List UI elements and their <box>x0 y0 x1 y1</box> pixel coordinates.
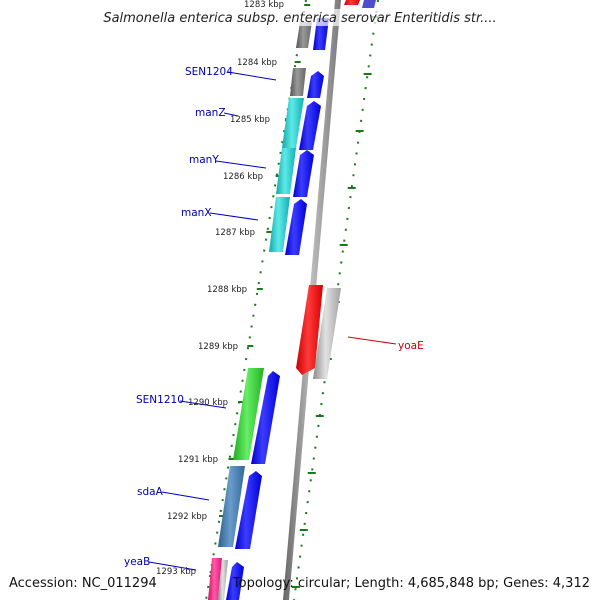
tick-label: 1293 kbp <box>156 567 196 577</box>
leader-yoae <box>347 336 397 345</box>
tick-label: 1289 kbp <box>198 342 238 352</box>
gene-label-sdaa[interactable]: sdaA <box>137 486 164 498</box>
gene-label-manz[interactable]: manZ <box>195 107 226 119</box>
gene-manz-arrow <box>299 101 321 150</box>
gene-manx-box <box>269 197 290 252</box>
gene-label-sen1204[interactable]: SEN1204 <box>185 66 233 78</box>
tick-label: 1285 kbp <box>230 115 270 125</box>
genome-summary-text: Topology: circular; Length: 4,685,848 bp… <box>232 576 590 591</box>
gene-manx-arrow <box>285 199 307 255</box>
leader-many <box>215 160 267 169</box>
gene-sen1204-arrow <box>307 71 324 98</box>
gene-sen1204-box <box>290 68 306 96</box>
gene-features <box>208 0 376 600</box>
gene-label-yoae[interactable]: yoaE <box>398 340 424 352</box>
tick-label: 1290 kbp <box>188 398 228 408</box>
inner-scale-line <box>205 0 307 600</box>
tick-labels: 1283 kbp 1284 kbp 1285 kbp 1286 kbp 1287… <box>156 0 284 577</box>
tick-label: 1292 kbp <box>167 512 207 522</box>
leader-sdaa <box>161 491 210 501</box>
gene-label-sen1210[interactable]: SEN1210 <box>136 394 184 406</box>
gene-manz-box <box>282 98 304 148</box>
tick-label: 1287 kbp <box>215 228 255 238</box>
title-backdrop <box>95 9 505 26</box>
gene-label-manx[interactable]: manX <box>181 207 212 219</box>
gene-sen1210-arrow <box>251 371 280 464</box>
gene-sen1210-box <box>233 368 264 460</box>
leader-manz <box>223 112 239 117</box>
tick-label: 1288 kbp <box>207 285 247 295</box>
accession-text: Accession: NC_011294 <box>9 576 157 591</box>
tick-label: 1291 kbp <box>178 455 218 465</box>
leader-manx <box>209 212 259 221</box>
label-leaders <box>148 71 397 571</box>
gene-yeab-gray <box>218 560 228 600</box>
gene-top-reverse <box>344 0 360 5</box>
gene-many-arrow <box>293 150 314 197</box>
tick-label: 1286 kbp <box>223 172 263 182</box>
gene-gray-1 <box>296 22 312 48</box>
gene-label-yeab[interactable]: yeaB <box>124 556 150 568</box>
gene-yeab-arrow <box>226 562 244 600</box>
outer-scale-line <box>293 0 379 600</box>
gene-red-reverse <box>296 285 323 375</box>
gene-labels: SEN1204 manZ manY manX yoaE SEN1210 sdaA… <box>124 66 424 568</box>
gene-sdaa-box <box>218 466 245 547</box>
tick-label: 1283 kbp <box>244 0 284 10</box>
map-title: Salmonella enterica subsp. enterica sero… <box>103 11 496 26</box>
gene-yeab-box <box>208 558 222 600</box>
gene-label-many[interactable]: manY <box>189 154 219 166</box>
leader-sen1204 <box>227 71 277 81</box>
gene-sdaa-arrow <box>235 471 262 549</box>
tick-label: 1284 kbp <box>237 58 277 68</box>
gene-top-forward <box>362 0 376 8</box>
gene-yoae-box <box>313 288 341 379</box>
leader-sen1210 <box>179 400 227 409</box>
gene-many-box <box>276 148 296 194</box>
leader-yeab <box>148 561 197 571</box>
